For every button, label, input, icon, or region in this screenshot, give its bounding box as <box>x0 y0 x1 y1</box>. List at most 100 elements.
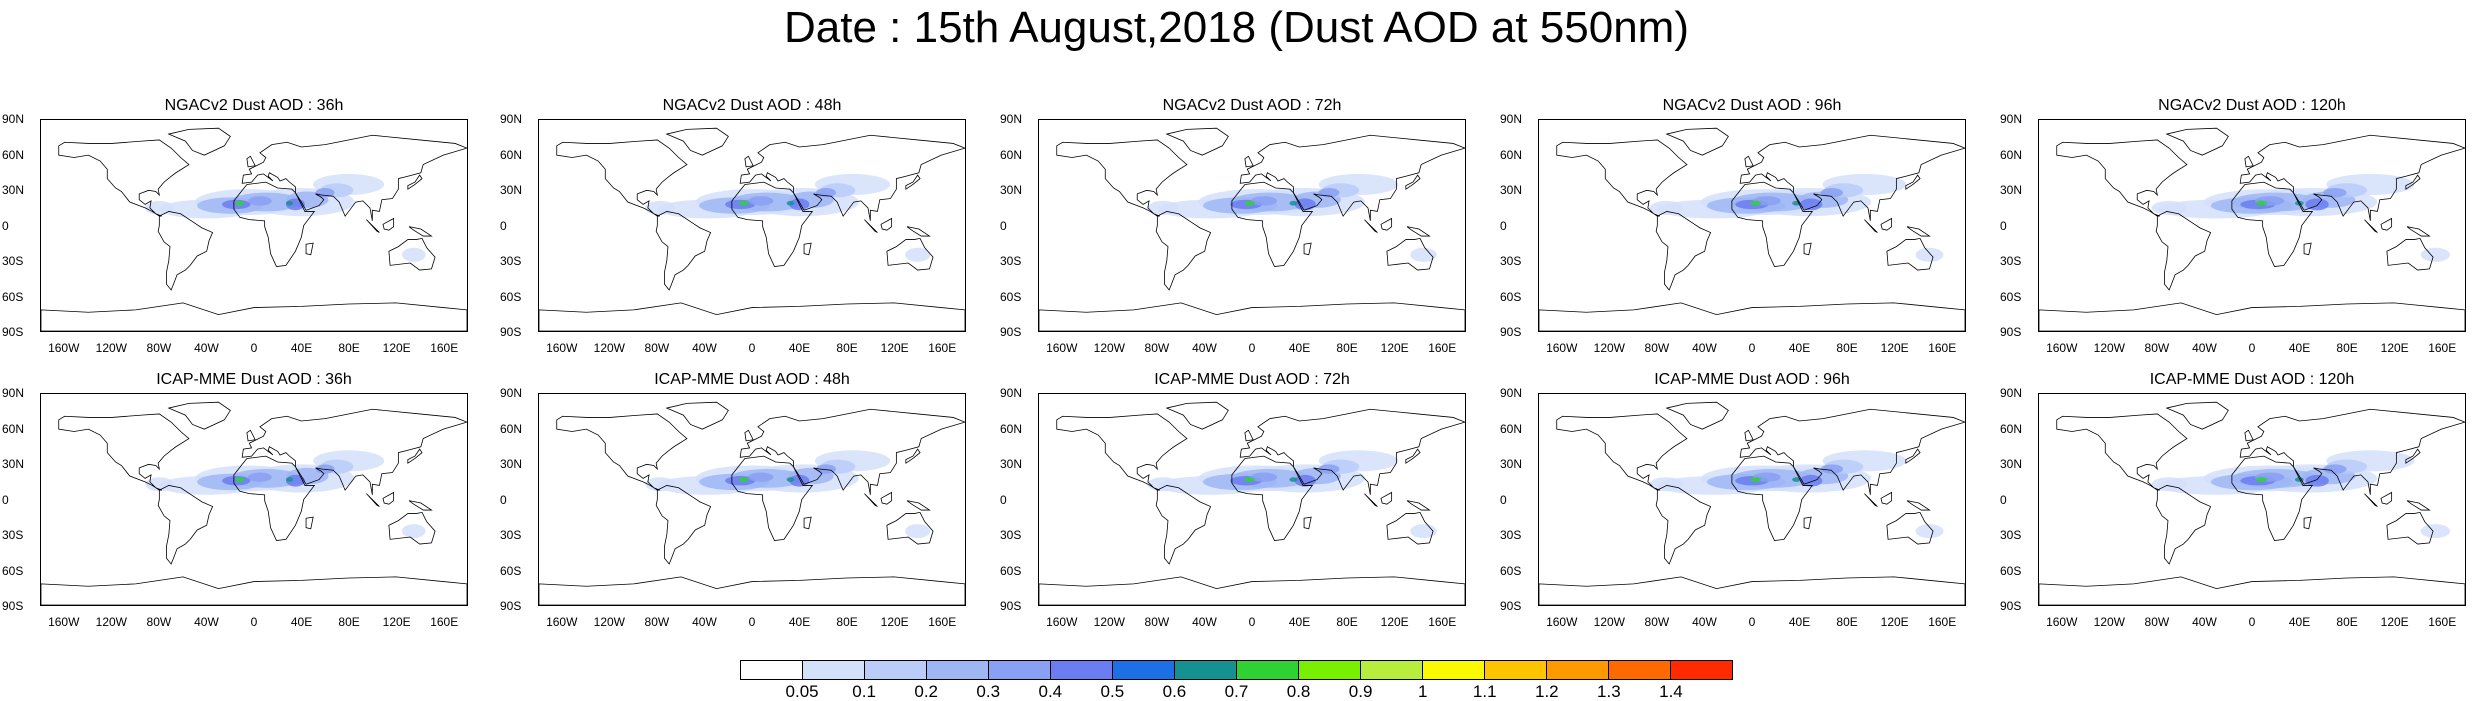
lat-tick-label: 60N <box>2000 421 2023 436</box>
lat-tick-label: 60N <box>1500 421 1523 436</box>
coastline <box>1886 237 1934 271</box>
coastline <box>1539 576 1965 605</box>
dust-plume <box>1244 200 1255 206</box>
lon-tick-label: 160E <box>928 615 957 629</box>
coastline <box>2244 429 2254 442</box>
dust-plume <box>815 464 836 474</box>
world-map <box>1039 127 1465 331</box>
panel-title: ICAP-MME Dust AOD : 120h <box>2149 371 2355 388</box>
panel-title: NGACv2 Dust AOD : 48h <box>662 97 842 114</box>
panel-title: NGACv2 Dust AOD : 96h <box>1662 97 1842 114</box>
dust-plume <box>145 200 174 215</box>
lon-tick-label: 40W <box>194 615 219 629</box>
coastline <box>1556 413 1688 491</box>
dust-plume <box>248 196 272 206</box>
lat-tick-label: 30N <box>2000 183 2023 197</box>
coastline <box>864 219 878 233</box>
dust-plume <box>1244 477 1255 482</box>
coastline <box>1239 134 1465 221</box>
lat-tick-label: 90S <box>1500 325 1522 339</box>
dust-plume <box>1749 200 1762 206</box>
lon-tick-label: 120E <box>2380 341 2409 355</box>
lat-tick-label: 60N <box>1000 421 1023 436</box>
coastline <box>2239 408 2465 495</box>
coastline <box>305 242 314 256</box>
lat-tick-label: 30N <box>1500 457 1523 471</box>
coastline <box>41 302 467 331</box>
lat-tick-label: 90N <box>500 386 523 400</box>
panel-title: ICAP-MME Dust AOD : 48h <box>654 371 850 388</box>
lon-tick-label: 0 <box>250 615 258 629</box>
coastline <box>2364 219 2378 233</box>
lat-tick-label: 0 <box>1500 492 1507 507</box>
coastline <box>1906 500 1931 511</box>
lon-tick-label: 80E <box>338 615 360 629</box>
coastline <box>655 211 712 291</box>
lon-tick-label: 0 <box>1748 341 1756 355</box>
colorbar-label: 0.5 <box>1100 682 1125 701</box>
lon-tick-label: 120W <box>95 341 128 355</box>
lon-tick-label: 120E <box>880 615 909 629</box>
coastline <box>655 485 712 565</box>
lat-tick-label: 90S <box>2000 325 2022 339</box>
colorbar-box <box>1051 661 1113 679</box>
dust-plume <box>2420 247 2451 262</box>
lon-tick-label: 120E <box>1380 615 1409 629</box>
lat-tick-label: 60N <box>500 147 523 162</box>
lon-tick-label: 80E <box>1836 341 1858 355</box>
lon-tick-label: 80E <box>1836 615 1858 629</box>
coastline <box>1244 429 1254 442</box>
lon-tick-label: 40E <box>290 341 313 355</box>
lat-tick-label: 90N <box>2 386 25 400</box>
lon-tick-label: 40E <box>290 615 313 629</box>
lon-tick-label: 80E <box>836 341 858 355</box>
coastline <box>2406 500 2431 511</box>
coastline <box>1364 219 1378 233</box>
coastline <box>1056 139 1188 217</box>
lon-tick-label: 160E <box>1428 341 1457 355</box>
lat-tick-label: 30N <box>500 457 523 471</box>
coastline <box>382 491 395 505</box>
coastline <box>366 493 380 507</box>
lon-tick-label: 120E <box>2380 615 2409 629</box>
lat-tick-label: 60N <box>1000 147 1023 162</box>
coastline <box>1165 401 1229 430</box>
coastline <box>1864 493 1878 507</box>
coastline <box>1744 155 1754 168</box>
dust-plume <box>401 524 426 539</box>
dust-plume <box>738 477 749 482</box>
dust-plume <box>1250 472 1278 482</box>
world-map <box>539 127 965 331</box>
colorbar-label: 0.1 <box>852 682 876 701</box>
lat-tick-label: 60S <box>2 563 24 578</box>
lon-tick-label: 160W <box>546 615 578 629</box>
colorbar <box>740 660 1733 680</box>
coastline <box>744 155 754 168</box>
lat-tick-label: 0 <box>2000 218 2007 233</box>
coastline <box>744 429 754 442</box>
coastline <box>539 576 965 605</box>
coastline <box>905 448 921 464</box>
lon-tick-label: 80W <box>2144 341 2170 355</box>
coastline <box>1303 242 1312 256</box>
coastline <box>2239 134 2465 221</box>
lat-tick-label: 30N <box>1500 183 1523 197</box>
colorbar-label: 0.05 <box>785 682 819 701</box>
dust-plume <box>285 200 294 206</box>
dust-plume <box>1318 187 1340 198</box>
coastline <box>2231 181 2314 267</box>
colorbar-box <box>1361 661 1423 679</box>
coastline <box>1665 401 1729 430</box>
dust-plume <box>1147 477 1180 492</box>
coastline <box>2303 242 2312 256</box>
colorbar-label: 1 <box>1417 682 1428 701</box>
dust-plume <box>1749 477 1762 482</box>
lat-tick-label: 90S <box>1500 599 1522 613</box>
lon-tick-label: 80W <box>146 341 172 355</box>
coastline <box>1539 302 1965 331</box>
dust-plume <box>145 477 174 492</box>
map-panel <box>538 119 966 332</box>
lat-tick-label: 90N <box>1000 386 1023 400</box>
lon-tick-label: 80E <box>338 341 360 355</box>
lon-tick-label: 120E <box>1880 341 1909 355</box>
